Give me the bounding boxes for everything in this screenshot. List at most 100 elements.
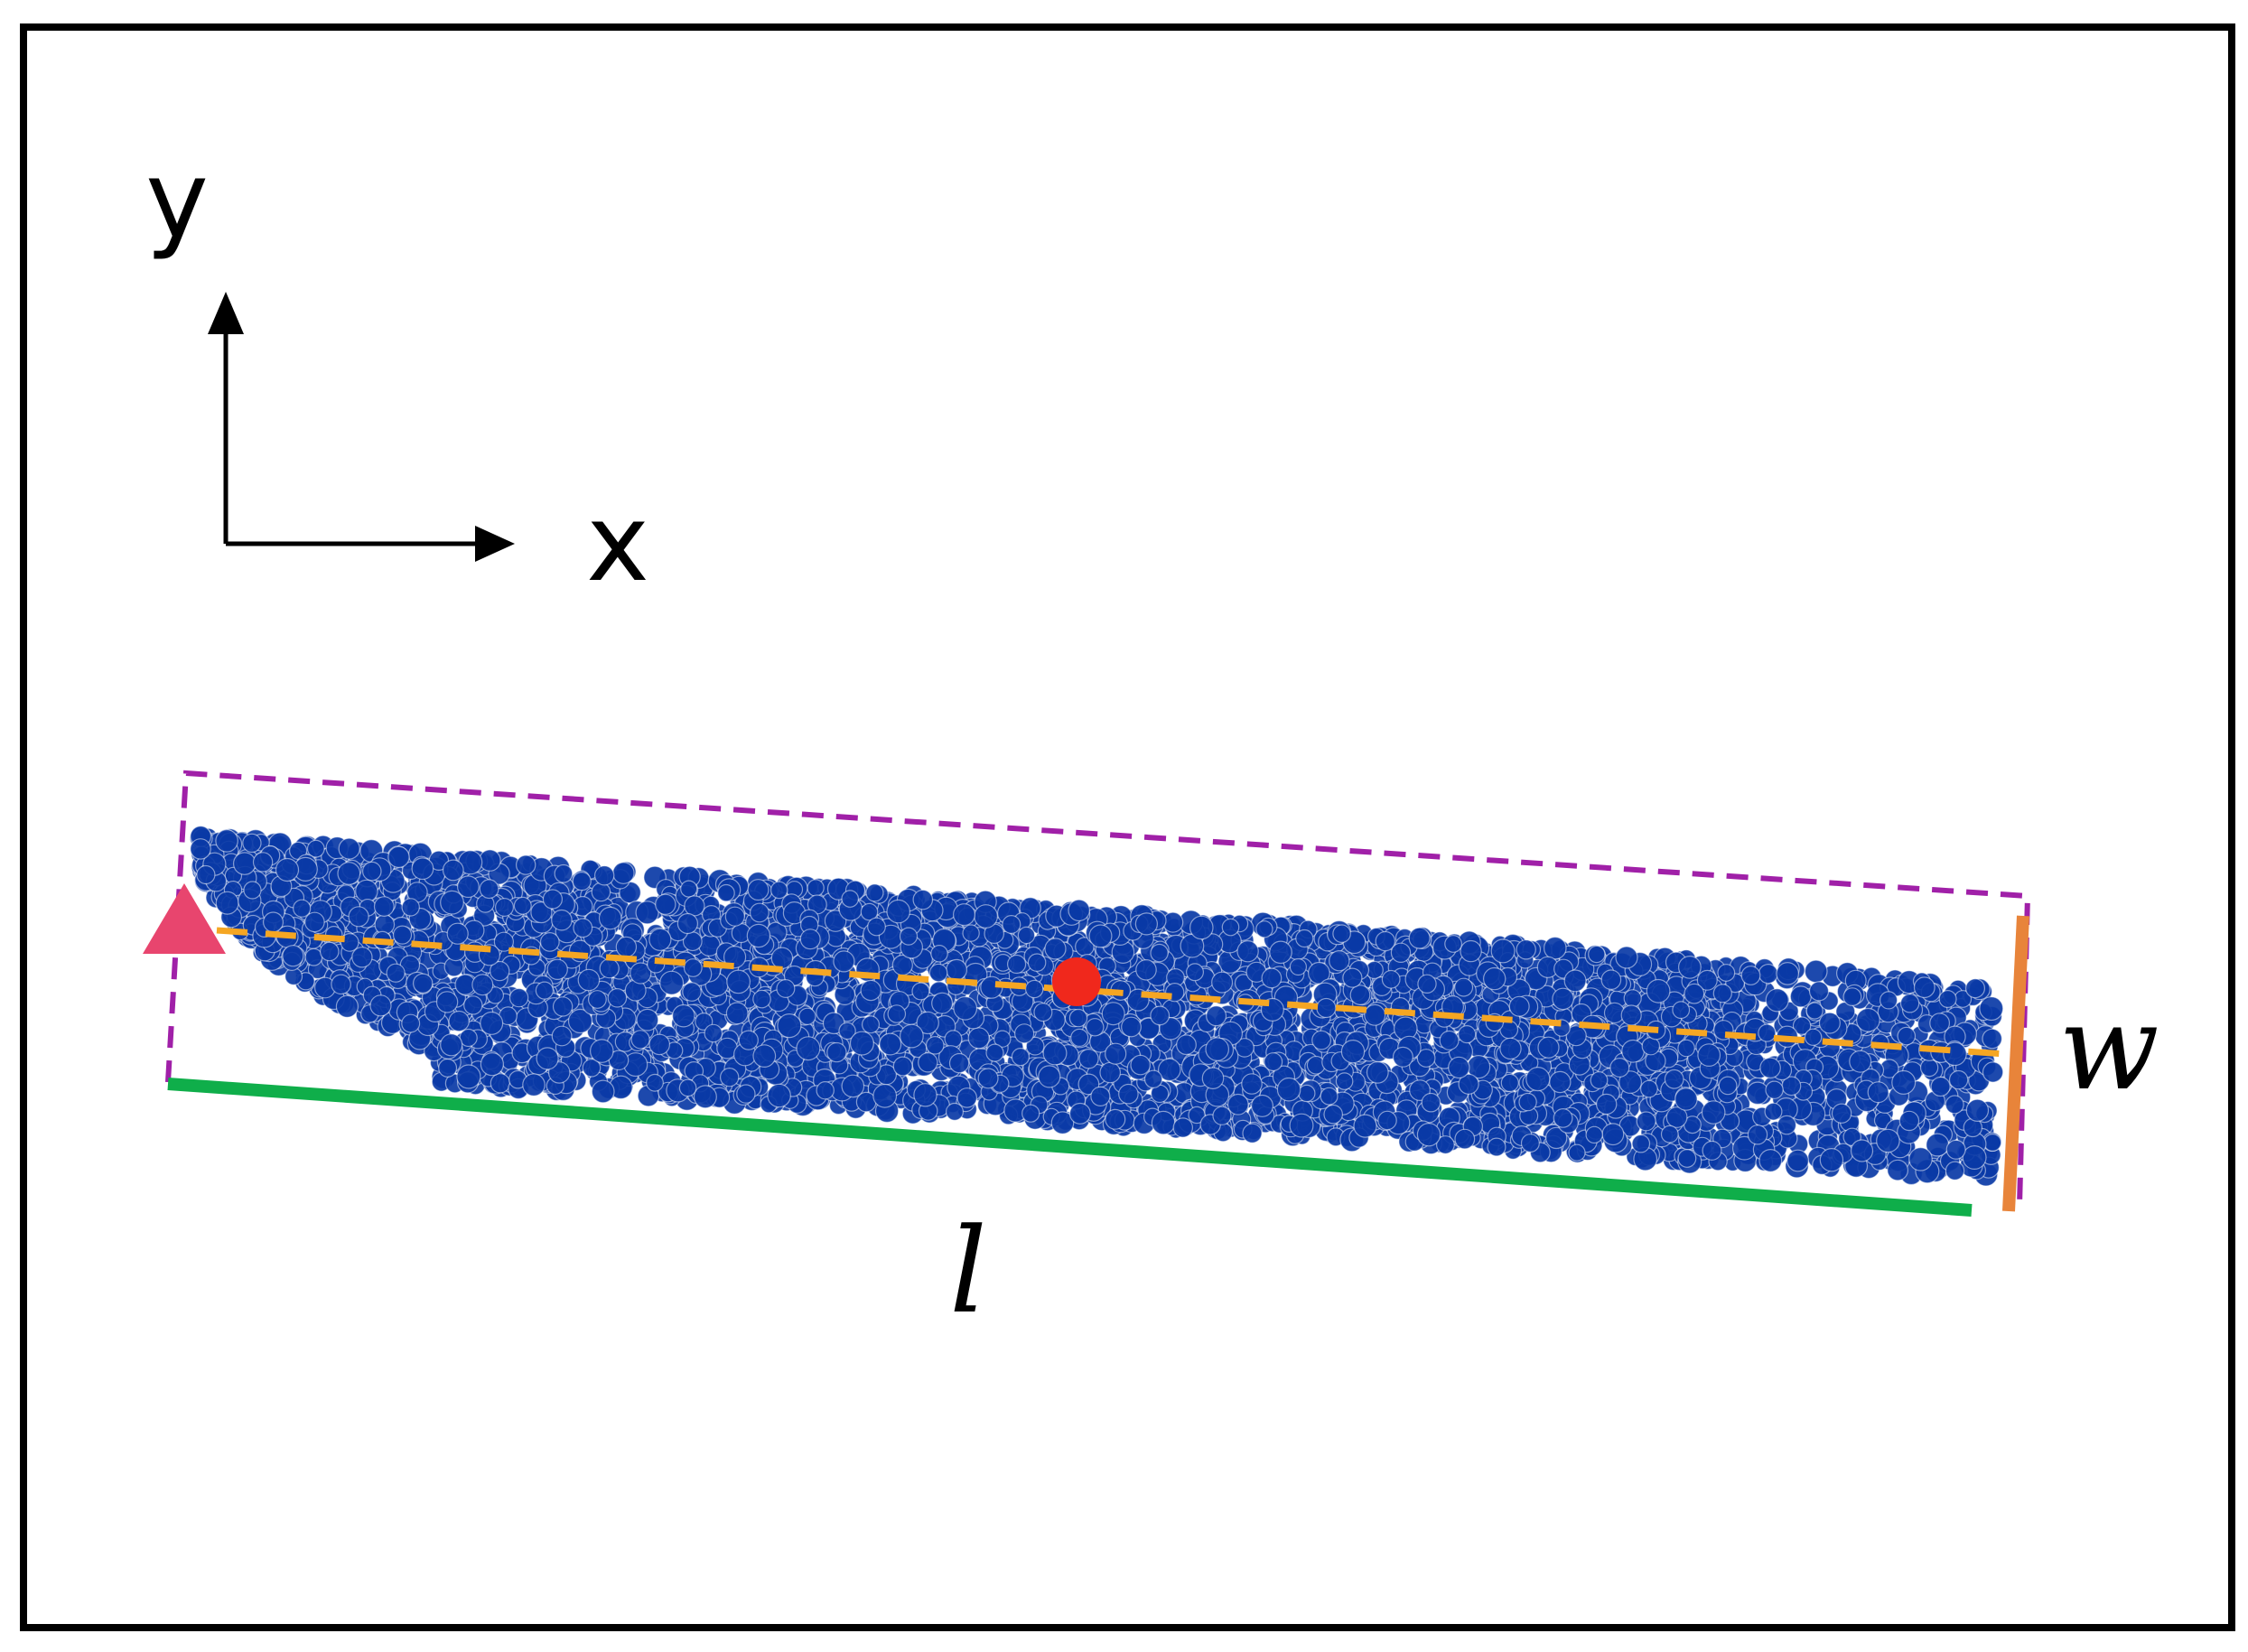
cloud-point <box>1261 967 1283 989</box>
cloud-point <box>337 862 361 885</box>
cloud-point <box>1639 1079 1658 1098</box>
cloud-point <box>944 1030 963 1049</box>
cloud-point <box>1151 1110 1176 1135</box>
cloud-point <box>516 854 536 875</box>
cloud-point <box>1068 1102 1091 1125</box>
cloud-point <box>1454 1128 1476 1150</box>
cloud-point <box>1945 1139 1966 1160</box>
cloud-point <box>1525 1066 1551 1092</box>
cloud-point <box>573 918 593 938</box>
x-axis-arrowhead <box>475 526 515 562</box>
cloud-point <box>841 1074 865 1098</box>
cloud-point <box>636 1008 659 1031</box>
cloud-point <box>1677 1039 1695 1058</box>
cloud-point <box>826 1041 847 1063</box>
cloud-point <box>1201 1067 1225 1089</box>
figure-frame <box>20 23 2235 1631</box>
cloud-point <box>1444 935 1462 953</box>
cloud-point <box>386 963 406 983</box>
cloud-point <box>841 890 859 908</box>
cloud-point <box>1320 1087 1339 1106</box>
cloud-point <box>1150 943 1169 963</box>
cloud-point <box>1758 963 1778 985</box>
cloud-point <box>335 994 359 1018</box>
cloud-point <box>387 845 410 869</box>
cloud-point <box>931 992 954 1014</box>
cloud-point <box>508 987 529 1008</box>
cloud-point <box>1849 1050 1872 1073</box>
cloud-point <box>215 891 239 915</box>
cloud-point <box>1818 1012 1841 1034</box>
cloud-point <box>1948 1069 1969 1090</box>
cloud-point <box>1623 989 1642 1008</box>
cloud-point <box>589 1039 614 1063</box>
cloud-point <box>1962 1144 1987 1170</box>
cloud-point <box>1099 1061 1121 1084</box>
cloud-point <box>1588 945 1606 964</box>
cloud-point <box>373 896 395 917</box>
cloud-point <box>1850 1139 1874 1162</box>
cloud-point <box>1899 994 1920 1013</box>
cloud-point <box>1381 969 1401 989</box>
cloud-point <box>1979 996 2004 1022</box>
cloud-point <box>401 898 420 917</box>
cloud-point <box>683 958 703 977</box>
cloud-point <box>913 1083 937 1107</box>
cloud-point <box>442 859 464 882</box>
cloud-point <box>860 979 881 1002</box>
cloud-point <box>1205 1037 1229 1061</box>
cloud-point <box>946 958 967 981</box>
cloud-point <box>1585 1125 1603 1144</box>
cloud-point <box>1421 1092 1441 1113</box>
cloud-point <box>1416 1122 1441 1147</box>
cloud-point <box>438 1058 458 1078</box>
cloud-point <box>1038 1065 1061 1088</box>
cloud-point <box>796 1036 821 1061</box>
cloud-point <box>1135 959 1157 981</box>
cloud-point <box>807 879 825 897</box>
cloud-point <box>263 911 284 933</box>
cloud-point <box>1518 1092 1537 1112</box>
cloud-point <box>1316 997 1337 1019</box>
cloud-point <box>1342 967 1363 988</box>
cloud-point <box>659 970 685 995</box>
cloud-point <box>1508 995 1530 1017</box>
cloud-point <box>1664 1069 1684 1089</box>
cloud-point <box>446 922 469 945</box>
cloud-point <box>886 899 910 924</box>
cloud-point <box>1366 1060 1389 1084</box>
cloud-point <box>717 883 735 902</box>
cloud-point <box>242 833 262 854</box>
cloud-point <box>1819 1147 1844 1172</box>
cloud-point <box>479 849 501 872</box>
cloud-point <box>1701 1100 1726 1125</box>
cloud-point <box>1185 963 1204 982</box>
cloud-point <box>1615 946 1638 969</box>
cloud-point <box>770 947 794 969</box>
cloud-point <box>1105 1108 1126 1130</box>
cloud-point <box>1130 1054 1151 1076</box>
cloud-point <box>252 852 274 873</box>
cloud-point <box>513 896 532 915</box>
cloud-point <box>577 968 601 992</box>
cloud-point <box>1765 1080 1784 1099</box>
cloud-point <box>448 1010 470 1032</box>
cloud-point <box>1101 1002 1125 1026</box>
cloud-point <box>1143 1069 1163 1089</box>
cloud-point <box>977 1068 999 1089</box>
cloud-point <box>1172 1117 1194 1138</box>
cloud-point <box>1017 926 1036 945</box>
cloud-point <box>490 1073 511 1094</box>
cloud-point <box>1855 1007 1880 1032</box>
cloud-point <box>594 865 615 886</box>
cloud-point <box>1150 1005 1171 1026</box>
cloud-point <box>591 1079 615 1104</box>
cloud-point <box>747 879 770 901</box>
cloud-point <box>1789 985 1812 1008</box>
cloud-point <box>1601 1123 1625 1146</box>
cloud-point <box>1697 1043 1721 1067</box>
cloud-point <box>1537 1036 1560 1059</box>
cloud-point <box>243 881 262 900</box>
cloud-point <box>887 1004 907 1023</box>
